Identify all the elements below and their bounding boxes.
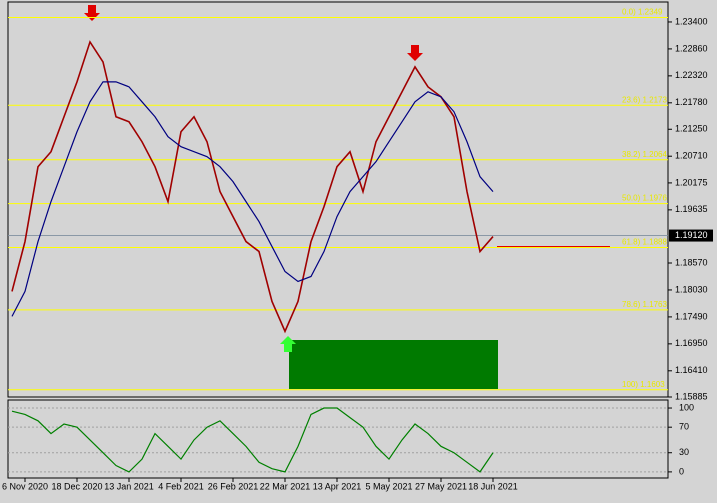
current-price-label: 1.19120 (675, 230, 708, 240)
x-tick-label: 22 Mar 2021 (260, 481, 311, 491)
y-tick-label: 1.20175 (675, 177, 708, 187)
y-tick-label: 1.15885 (675, 391, 708, 401)
down-arrow (407, 45, 423, 61)
current-price-box (669, 229, 713, 242)
y-tick-label: 30 (679, 447, 689, 457)
price-panel (7, 1, 669, 398)
series-line (11, 407, 494, 473)
y-tick-label: 1.22860 (675, 43, 708, 53)
up-arrow (280, 336, 296, 352)
plot-layer: 1.23400 1.22860 1.22320 1.21780 1.21250 1.207… (2, 8, 713, 491)
x-tick-label: 18 Dec 2020 (51, 481, 102, 491)
oscillator-panel (7, 399, 669, 479)
y-tick-label: 1.23400 (675, 16, 708, 26)
y-tick-label: 1.22320 (675, 70, 708, 80)
y-tick-label: 1.16950 (675, 338, 708, 348)
y-tick-label: 1.18570 (675, 257, 708, 267)
y-tick-label: 1.16410 (675, 365, 708, 375)
fib-label: 78.6) 1.1763 (622, 300, 667, 309)
y-tick-label: 1.20710 (675, 151, 708, 161)
x-tick-label: 18 Jun 2021 (468, 481, 518, 491)
x-tick-label: 5 May 2021 (365, 481, 412, 491)
x-tick-label: 26 Feb 2021 (208, 481, 259, 491)
fib-label: 50.0) 1.1976 (622, 194, 667, 203)
x-tick-label: 13 Jan 2021 (104, 481, 154, 491)
fib-label: 100) 1.1603 (622, 380, 665, 389)
x-tick-label: 27 May 2021 (415, 481, 467, 491)
y-tick-label: 1.18030 (675, 284, 708, 294)
fib-label: 61.8) 1.1888 (622, 238, 667, 247)
y-tick-label: 70 (679, 422, 689, 432)
fib-label: 0.0) 1.2349 (622, 8, 663, 17)
y-tick-label: 1.21250 (675, 124, 708, 134)
x-tick-label: 4 Feb 2021 (158, 481, 204, 491)
y-tick-label: 100 (679, 402, 694, 412)
series-line (11, 81, 494, 317)
fib-label: 38.2) 1.2064 (622, 150, 667, 159)
series-line (11, 40, 494, 334)
x-tick-label: 6 Nov 2020 (2, 481, 48, 491)
y-tick-label: 1.19635 (675, 204, 708, 214)
y-tick-label: 0 (679, 466, 684, 476)
y-tick-label: 1.21780 (675, 97, 708, 107)
y-tick-label: 1.17490 (675, 311, 708, 321)
x-tick-label: 13 Apr 2021 (313, 481, 362, 491)
fib-label: 23.6) 1.2173 (622, 95, 667, 104)
target-zone (289, 340, 498, 389)
